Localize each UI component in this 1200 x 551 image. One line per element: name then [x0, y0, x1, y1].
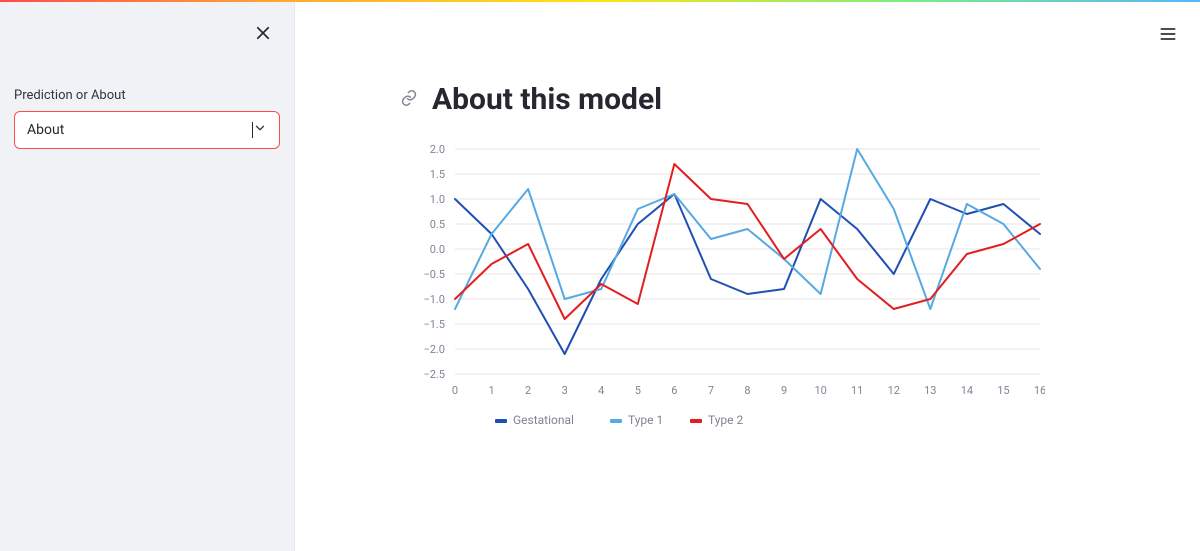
select-value: About — [27, 122, 253, 138]
legend-type-2: Type 2 — [708, 413, 743, 427]
select-prediction-or-about[interactable]: About — [14, 111, 280, 149]
svg-text:12: 12 — [888, 384, 900, 397]
line-chart: −2.5−2.0−1.5−1.0−0.50.00.51.01.52.001234… — [400, 139, 1140, 443]
svg-text:2: 2 — [525, 384, 531, 397]
hamburger-icon[interactable] — [1158, 24, 1178, 48]
svg-text:0: 0 — [452, 384, 458, 397]
svg-text:1.0: 1.0 — [430, 193, 445, 206]
svg-text:8: 8 — [744, 384, 750, 397]
select-label: Prediction or About — [14, 88, 280, 103]
series-type-1 — [455, 149, 1040, 309]
svg-text:0.0: 0.0 — [430, 243, 445, 256]
svg-text:−1.5: −1.5 — [423, 318, 445, 331]
chevron-down-icon — [253, 121, 267, 139]
svg-text:15: 15 — [997, 384, 1009, 397]
svg-text:−2.0: −2.0 — [423, 343, 445, 356]
app-root: Prediction or About About — [0, 2, 1200, 551]
svg-text:11: 11 — [851, 384, 863, 397]
svg-text:14: 14 — [961, 384, 973, 397]
main-content: About this model −2.5 −2.0 −1.5 −1.0 −0.5 0.0… — [295, 2, 1200, 551]
chart-svg: −2.5−2.0−1.5−1.0−0.50.00.51.01.52.001234… — [400, 139, 1045, 439]
svg-text:6: 6 — [671, 384, 677, 397]
svg-text:1: 1 — [488, 384, 494, 397]
svg-text:2.0: 2.0 — [430, 143, 445, 156]
svg-text:1.5: 1.5 — [430, 168, 445, 181]
svg-text:7: 7 — [708, 384, 714, 397]
svg-text:3: 3 — [562, 384, 568, 397]
close-icon[interactable] — [254, 24, 272, 42]
svg-text:−1.0: −1.0 — [423, 293, 445, 306]
series-type-2 — [455, 164, 1040, 319]
svg-text:−2.5: −2.5 — [423, 368, 445, 381]
legend-gestational: Gestational — [513, 413, 574, 427]
sidebar: Prediction or About About — [0, 2, 295, 551]
svg-text:4: 4 — [598, 384, 604, 397]
svg-text:10: 10 — [814, 384, 826, 397]
legend-type-1: Type 1 — [628, 413, 663, 427]
svg-text:−0.5: −0.5 — [423, 268, 445, 281]
title-row: About this model — [400, 82, 1140, 117]
link-icon[interactable] — [400, 89, 418, 111]
svg-text:0.5: 0.5 — [430, 218, 445, 231]
svg-text:5: 5 — [635, 384, 641, 397]
svg-text:13: 13 — [924, 384, 936, 397]
page-title: About this model — [432, 82, 662, 117]
svg-text:16: 16 — [1034, 384, 1045, 397]
svg-text:9: 9 — [781, 384, 787, 397]
